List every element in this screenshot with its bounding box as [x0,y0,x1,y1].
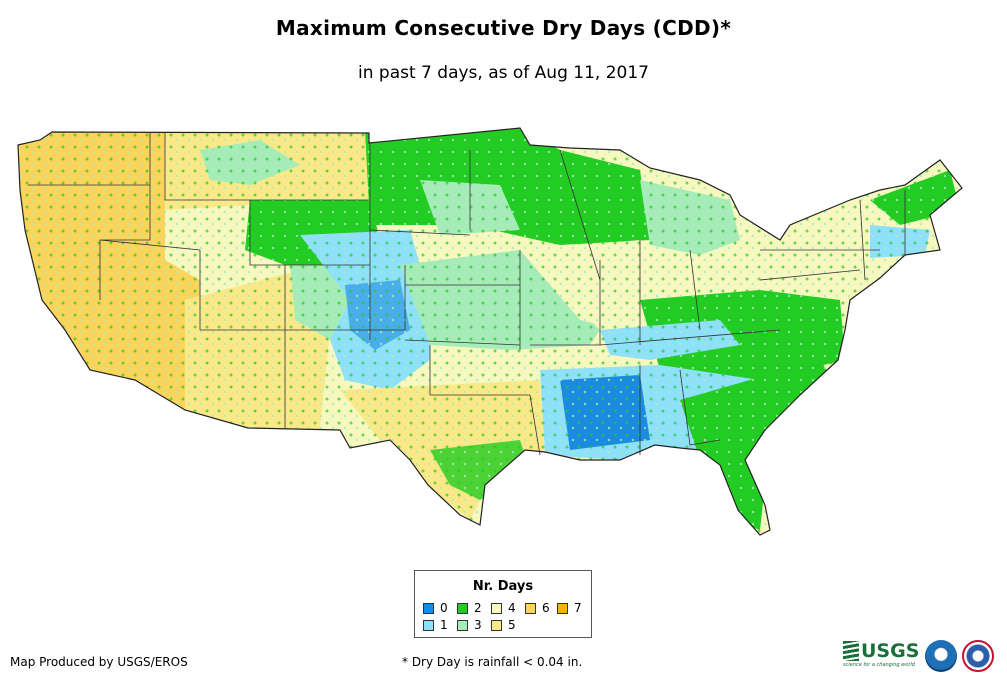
legend-label: 7 [574,601,582,615]
legend-label: 6 [542,601,550,615]
legend-label: 1 [440,618,448,632]
legend: Nr. Days 0 1 2 3 4 5 6 7 [414,570,592,638]
legend-swatch [491,619,502,631]
legend-label: 2 [474,601,482,615]
legend-title: Nr. Days [472,579,534,594]
legend-swatch [457,619,468,631]
noaa-logo-icon [925,640,957,672]
map-credit: Map Produced by USGS/EROS [10,655,188,669]
dry-day-footnote: * Dry Day is rainfall < 0.04 in. [402,655,583,669]
legend-label: 4 [508,601,516,615]
legend-swatch [423,619,434,631]
legend-item-5: 5 [491,618,516,632]
legend-item-1: 1 [423,618,448,632]
legend-swatch [557,602,568,614]
usgs-tagline: science for a changing world [843,662,915,668]
legend-swatch [525,602,536,614]
nws-logo-icon [962,640,994,672]
us-outline [17,127,963,536]
legend-swatch [457,602,468,614]
speckle-texture [18,128,962,535]
legend-swatch [423,602,434,614]
usgs-logo: USGS science for a changing world [843,640,920,668]
legend-item-2: 2 [457,601,482,615]
map-subtitle: in past 7 days, as of Aug 11, 2017 [358,63,649,83]
legend-label: 5 [508,618,516,632]
usgs-mark-icon [843,641,859,661]
legend-item-6: 6 [525,601,550,615]
legend-item-7: 7 [557,601,582,615]
state-boundaries [28,132,906,456]
map-title: Maximum Consecutive Dry Days (CDD)* [275,16,732,40]
legend-item-0: 0 [423,601,448,615]
legend-item-4: 4 [491,601,516,615]
legend-swatch [491,602,502,614]
legend-item-3: 3 [457,618,482,632]
usgs-logo-text: USGS [861,640,920,662]
legend-label: 3 [474,618,482,632]
legend-label: 0 [440,601,448,615]
